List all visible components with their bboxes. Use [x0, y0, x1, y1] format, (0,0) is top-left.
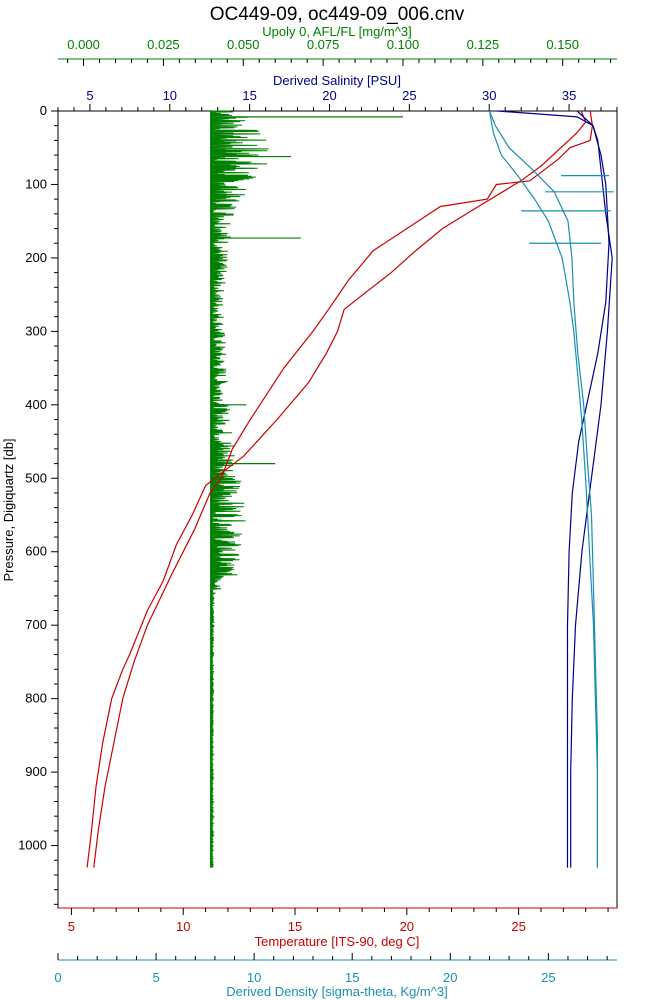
fluorescence-tick-label: 0.025	[147, 37, 180, 52]
salinity-tick-label: 35	[562, 88, 576, 103]
fluorescence-axis: 0.000 0.025 0.050 0.075 0.100 0.125 0.150	[58, 37, 617, 66]
temperature-tick-label: 20	[400, 919, 414, 934]
salinity-profile	[566, 110, 610, 868]
density-axis: 0 5 10 15 20 25	[54, 953, 617, 985]
pressure-tick-label: 400	[25, 397, 47, 412]
pressure-tick-label: 900	[25, 764, 47, 779]
density-tick-label: 20	[443, 970, 457, 985]
temperature-axis-label: Temperature [ITS-90, deg C]	[255, 934, 420, 949]
fluorescence-tick-label: 0.000	[67, 37, 100, 52]
series-layer	[86, 110, 614, 869]
fluorescence-tick-label: 0.125	[467, 37, 500, 52]
pressure-tick-label: 600	[25, 544, 47, 559]
density-tick-label: 15	[345, 970, 359, 985]
fluorescence-axis-label: Upoly 0, AFL/FL [mg/m^3]	[262, 24, 411, 39]
pressure-tick-label: 0	[40, 103, 47, 118]
salinity-tick-label: 30	[482, 88, 496, 103]
plot-frame	[57, 110, 618, 909]
pressure-tick-label: 300	[25, 323, 47, 338]
fluorescence-tick-label: 0.100	[387, 37, 420, 52]
temperature-profile	[93, 110, 594, 868]
chart-title: OC449-09, oc449-09_006.cnv	[210, 4, 465, 25]
pressure-tick-label: 100	[25, 176, 47, 191]
temperature-tick-label: 10	[176, 919, 190, 934]
pressure-axis-label: Pressure, Digiquartz [db]	[1, 438, 16, 581]
pressure-tick-label: 1000	[18, 838, 47, 853]
salinity-axis-label: Derived Salinity [PSU]	[273, 73, 401, 88]
salinity-tick-label: 25	[402, 88, 416, 103]
pressure-tick-label: 700	[25, 617, 47, 632]
density-profile	[488, 110, 599, 868]
density-tick-label: 0	[54, 970, 61, 985]
density-tick-label: 5	[152, 970, 159, 985]
pressure-axis: 0 100 200 300 400 500 600 700 800 900 1000	[18, 103, 58, 905]
temperature-profile	[86, 110, 587, 868]
fluorescence-tick-label: 0.150	[546, 37, 579, 52]
pressure-tick-label: 800	[25, 691, 47, 706]
pressure-tick-label: 500	[25, 470, 47, 485]
temperature-tick-label: 15	[288, 919, 302, 934]
temperature-tick-label: 5	[68, 919, 75, 934]
salinity-tick-label: 5	[86, 88, 93, 103]
fluorescence-trace	[209, 110, 269, 869]
temperature-tick-label: 25	[511, 919, 525, 934]
density-axis-label: Derived Density [sigma-theta, Kg/m^3]	[226, 984, 447, 999]
temperature-axis: 5 10 15 20 25	[58, 907, 617, 934]
fluorescence-tick-label: 0.075	[307, 37, 340, 52]
salinity-profile	[497, 110, 613, 868]
salinity-tick-label: 10	[163, 88, 177, 103]
pressure-tick-label: 200	[25, 250, 47, 265]
density-tick-label: 25	[541, 970, 555, 985]
salinity-tick-label: 15	[242, 88, 256, 103]
salinity-tick-label: 20	[322, 88, 336, 103]
fluorescence-tick-label: 0.050	[227, 37, 260, 52]
density-profile	[488, 110, 599, 868]
density-tick-label: 10	[247, 970, 261, 985]
salinity-axis: 5 10 15 20 25 30 35	[57, 88, 618, 112]
